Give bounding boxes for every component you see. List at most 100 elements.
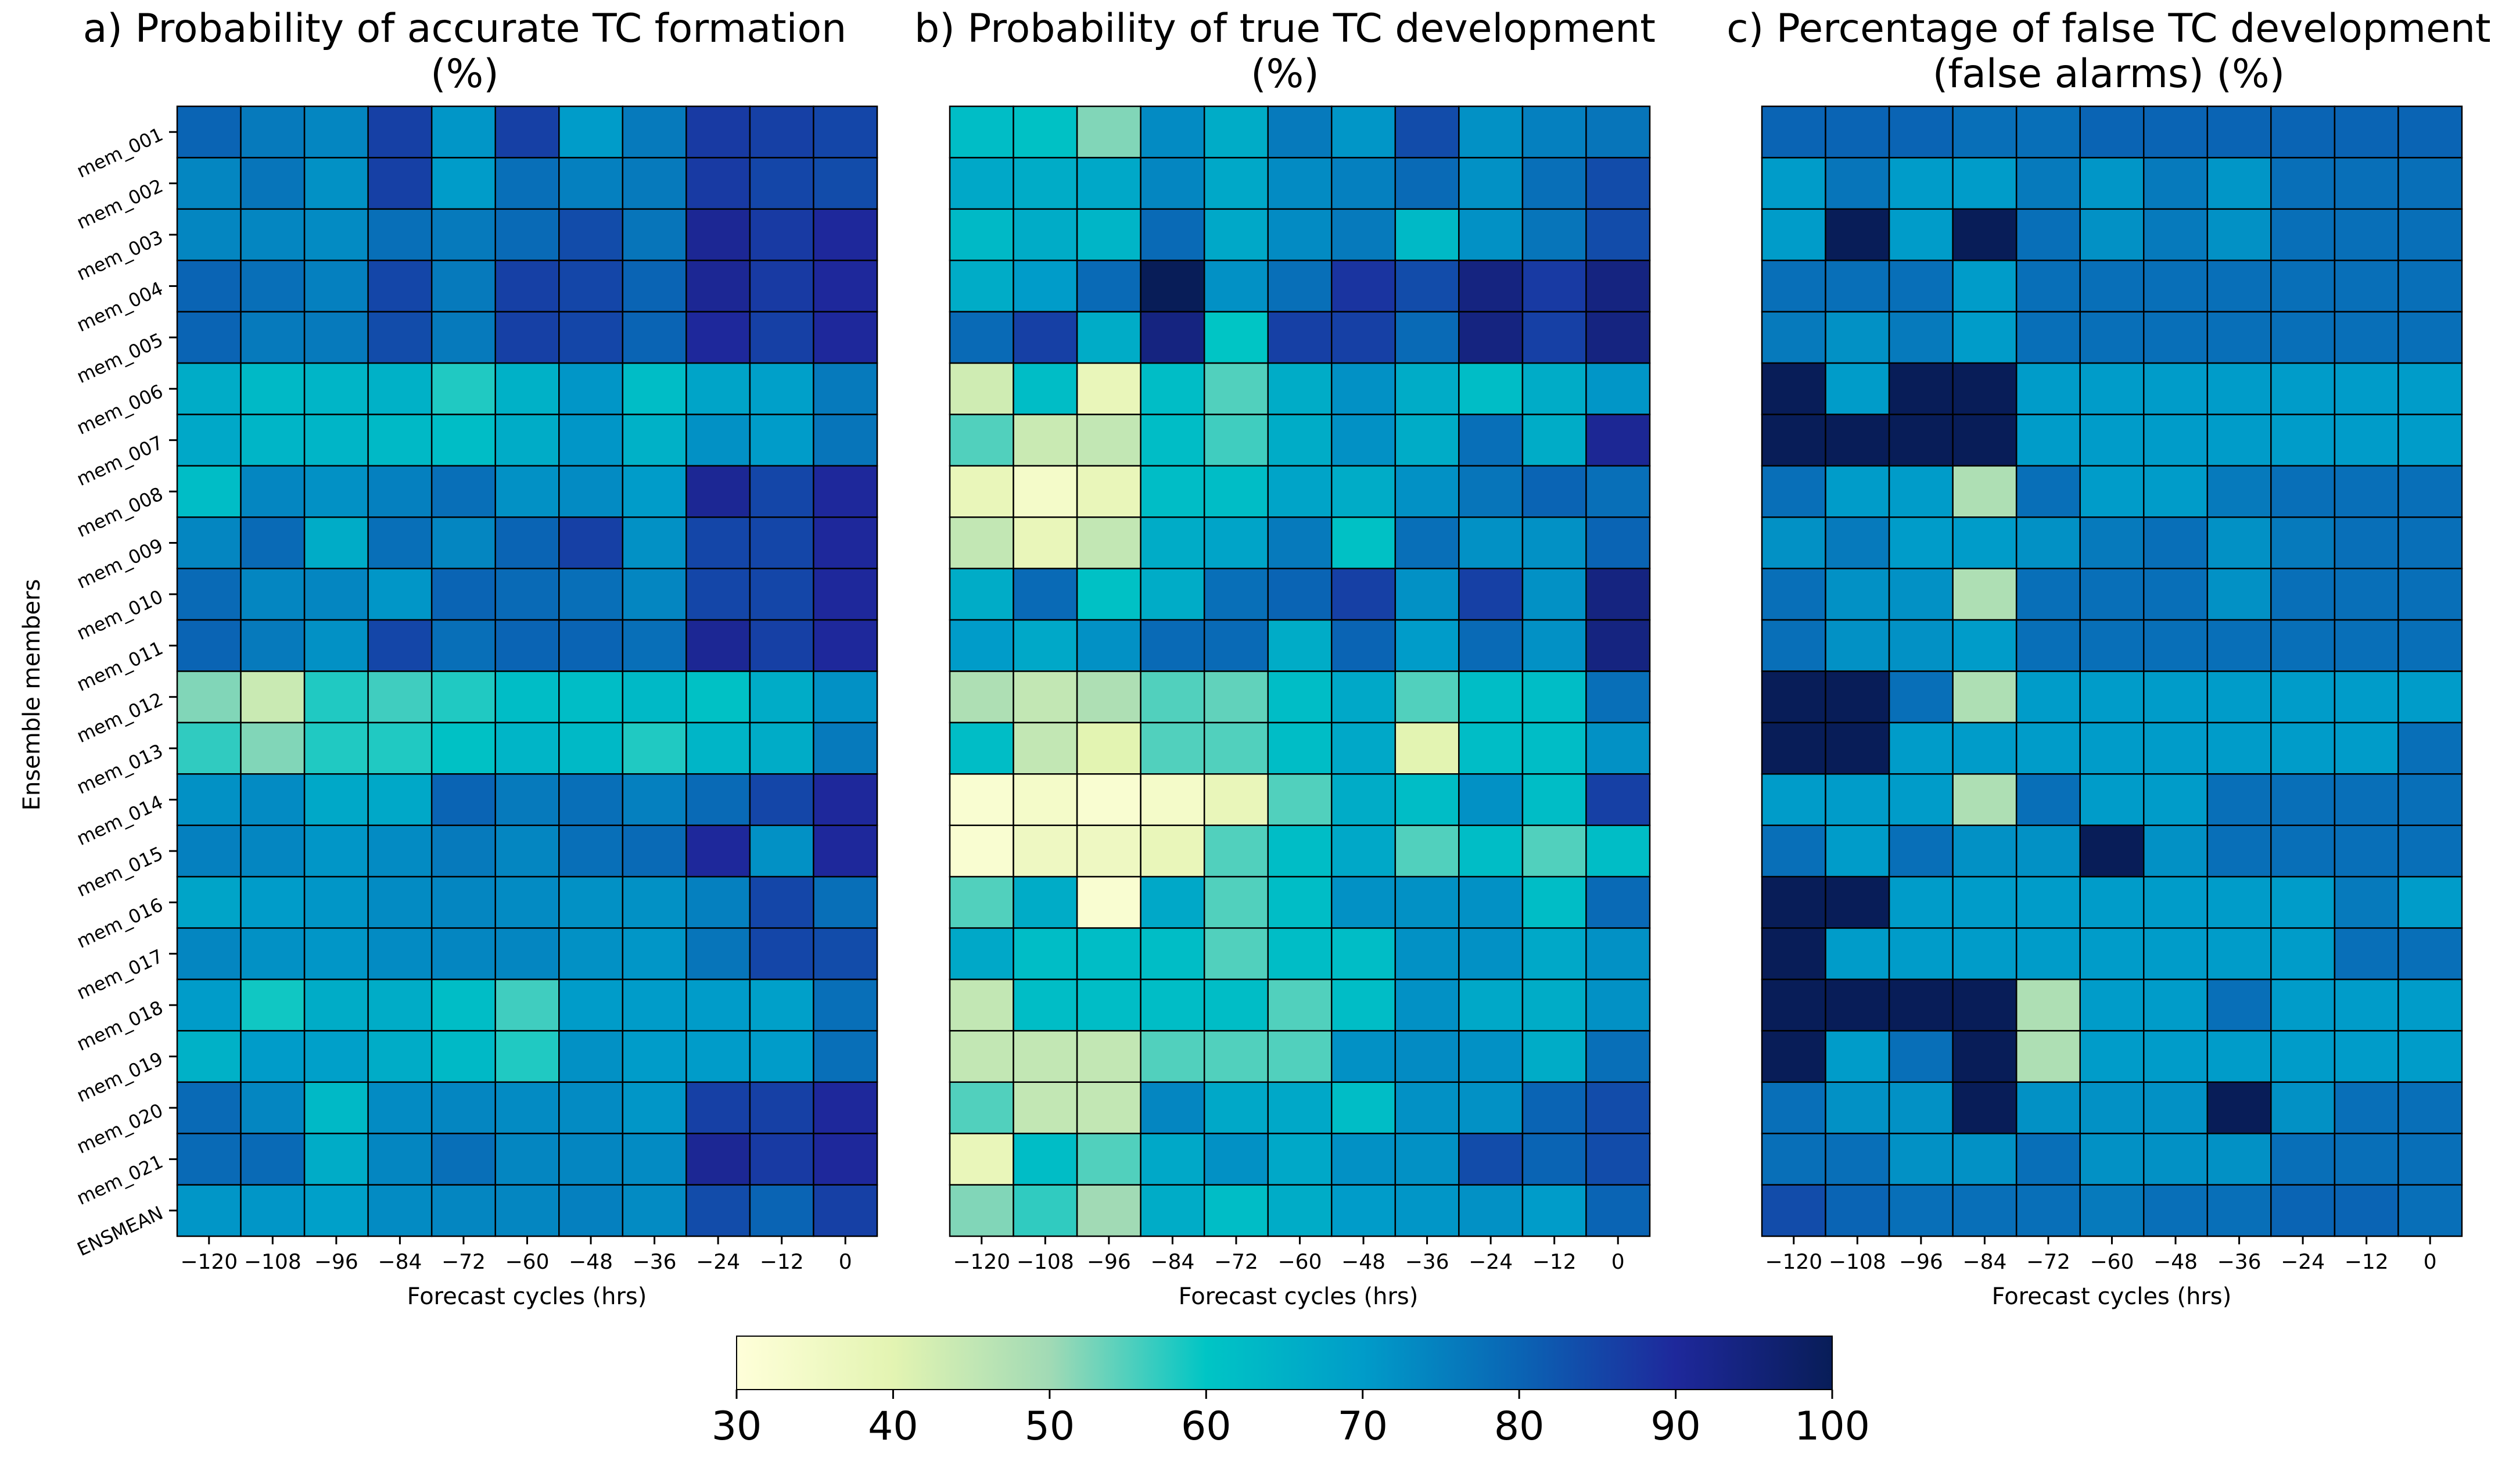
heatmap-cell: [685, 208, 751, 261]
heatmap-cell: [622, 1030, 687, 1083]
heatmap-cell: [240, 414, 306, 467]
colorbar-ticks: 30 40 50 60 70 80 90 100: [712, 1390, 1870, 1449]
heatmap-cell: [303, 414, 369, 467]
x-tick-label: −72: [2026, 1250, 2070, 1274]
heatmap-cell: [1521, 208, 1587, 261]
heatmap-cell: [1394, 1132, 1460, 1186]
heatmap-cell: [2143, 208, 2209, 261]
heatmap-cell: [2270, 516, 2336, 569]
heatmap-cell: [2206, 414, 2272, 467]
heatmap-cell: [1013, 978, 1078, 1032]
heatmap-cell: [1458, 259, 1524, 313]
panel-b-title-line2: (%): [1251, 51, 1319, 97]
heatmap-cell: [1203, 208, 1269, 261]
heatmap-cell: [176, 1132, 242, 1186]
x-tick-label: −60: [1278, 1250, 1322, 1274]
colorbar-tick-label: 30: [712, 1404, 762, 1449]
heatmap-cell: [558, 824, 624, 878]
heatmap-cell: [1013, 414, 1078, 467]
heatmap-cell: [1521, 259, 1587, 313]
x-tick-label: −36: [1405, 1250, 1449, 1274]
heatmap-cell: [1013, 105, 1078, 159]
heatmap-cell: [558, 105, 624, 159]
heatmap-cell: [240, 259, 306, 313]
heatmap-cell: [176, 465, 242, 518]
heatmap-cell: [494, 311, 560, 364]
heatmap-cell: [1203, 1132, 1269, 1186]
heatmap-cell: [1888, 824, 1954, 878]
heatmap-cell: [1140, 1184, 1205, 1237]
heatmap-cell: [1013, 311, 1078, 364]
heatmap-cell: [1394, 208, 1460, 261]
heatmap-cell: [1585, 670, 1651, 724]
heatmap-cell: [1952, 516, 2018, 569]
heatmap-cell: [240, 927, 306, 981]
heatmap-cell: [176, 105, 242, 159]
heatmap-cell: [2397, 362, 2463, 415]
heatmap-cell: [1952, 465, 2018, 518]
heatmap-cell: [1952, 105, 2018, 159]
panel-c-heatmap-cells: [1761, 105, 2463, 1237]
heatmap-cell: [558, 773, 624, 826]
heatmap-cell: [749, 773, 814, 826]
heatmap-cell: [622, 824, 687, 878]
heatmap-cell: [813, 978, 878, 1032]
heatmap-cell: [1458, 311, 1524, 364]
heatmap-cell: [2270, 1081, 2336, 1135]
y-tick-label: mem_017: [73, 945, 166, 1004]
panel-c: c) Percentage of false TC development (f…: [1726, 6, 2490, 1310]
heatmap-cell: [813, 1132, 878, 1186]
heatmap-cell: [749, 927, 814, 981]
heatmap-cell: [949, 824, 1014, 878]
heatmap-cell: [2334, 824, 2399, 878]
heatmap-cell: [2334, 1184, 2399, 1237]
heatmap-cell: [1394, 824, 1460, 878]
x-tick-label: −24: [696, 1250, 740, 1274]
heatmap-cell: [622, 670, 687, 724]
heatmap-cell: [1952, 927, 2018, 981]
heatmap-cell: [749, 978, 814, 1032]
heatmap-cell: [2079, 414, 2145, 467]
heatmap-cell: [1203, 414, 1269, 467]
heatmap-cell: [949, 619, 1014, 672]
heatmap-cell: [1267, 722, 1333, 775]
heatmap-cell: [813, 927, 878, 981]
heatmap-cell: [2334, 1030, 2399, 1083]
heatmap-cell: [303, 722, 369, 775]
heatmap-cell: [558, 414, 624, 467]
heatmap-cell: [622, 311, 687, 364]
heatmap-cell: [1394, 568, 1460, 621]
heatmap-cell: [367, 105, 433, 159]
heatmap-cell: [494, 773, 560, 826]
heatmap-cell: [1458, 465, 1524, 518]
heatmap-cell: [1825, 773, 1890, 826]
heatmap-cell: [240, 568, 306, 621]
heatmap-cell: [685, 670, 751, 724]
heatmap-cell: [2270, 414, 2336, 467]
heatmap-cell: [1585, 465, 1651, 518]
heatmap-cell: [1394, 1081, 1460, 1135]
x-tick-label: −48: [2153, 1250, 2198, 1274]
heatmap-cell: [949, 362, 1014, 415]
heatmap-cell: [1203, 722, 1269, 775]
heatmap-cell: [2334, 927, 2399, 981]
heatmap-cell: [1013, 1081, 1078, 1135]
heatmap-cell: [1267, 311, 1333, 364]
heatmap-cell: [1952, 311, 2018, 364]
heatmap-cell: [1013, 157, 1078, 210]
heatmap-cell: [303, 978, 369, 1032]
heatmap-cell: [622, 927, 687, 981]
heatmap-cell: [2334, 670, 2399, 724]
heatmap-cell: [1076, 568, 1141, 621]
heatmap-cell: [2270, 1030, 2336, 1083]
heatmap-cell: [1888, 1081, 1954, 1135]
heatmap-cell: [1394, 516, 1460, 569]
heatmap-cell: [1952, 670, 2018, 724]
panel-c-title-line2: (false alarms) (%): [1933, 51, 2285, 97]
heatmap-cell: [622, 516, 687, 569]
heatmap-cell: [303, 208, 369, 261]
heatmap-cell: [1521, 157, 1587, 210]
heatmap-cell: [1585, 208, 1651, 261]
heatmap-cell: [1458, 157, 1524, 210]
heatmap-cell: [494, 722, 560, 775]
